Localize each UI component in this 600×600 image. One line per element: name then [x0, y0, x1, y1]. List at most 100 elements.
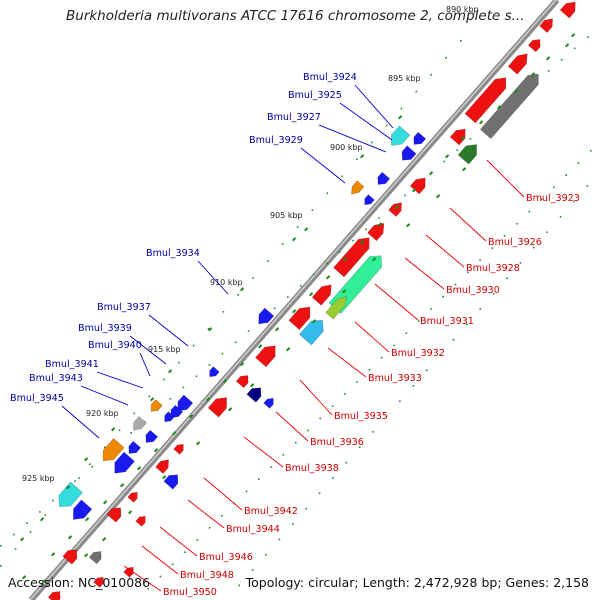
- gene-feature-23[interactable]: [254, 307, 275, 328]
- kbp-marker: 915 kbp: [148, 345, 181, 354]
- gene-feature-14[interactable]: [409, 174, 430, 195]
- gene-feature-46[interactable]: [135, 514, 149, 527]
- tick-mark: [343, 257, 348, 262]
- gene-feature-48[interactable]: [88, 548, 104, 565]
- gene-feature-16[interactable]: [367, 219, 389, 242]
- gene-feature-11[interactable]: [348, 180, 365, 197]
- gene-feature-10[interactable]: [398, 145, 417, 164]
- gene-label-right[interactable]: Bmul_3944: [226, 524, 280, 535]
- gene-label-right[interactable]: Bmul_3936: [310, 437, 364, 448]
- gene-feature-4[interactable]: [464, 73, 511, 124]
- gene-label-right[interactable]: Bmul_3931: [420, 316, 474, 327]
- gene-feature-8[interactable]: [386, 125, 411, 150]
- tick-mark: [412, 188, 417, 193]
- gene-feature-45[interactable]: [106, 504, 125, 523]
- gene-feature-40[interactable]: [155, 456, 173, 474]
- tick-mark: [206, 397, 211, 402]
- gene-label-right[interactable]: Bmul_3926: [488, 237, 542, 248]
- gene-feature-0[interactable]: [559, 0, 580, 19]
- gene-label-left[interactable]: Bmul_3927: [267, 112, 321, 123]
- gene-label-right[interactable]: Bmul_3935: [334, 411, 388, 422]
- gene-feature-9[interactable]: [410, 131, 427, 148]
- gene-label-right[interactable]: Bmul_3933: [368, 373, 422, 384]
- gene-feature-43[interactable]: [68, 499, 93, 524]
- gene-feature-2[interactable]: [527, 36, 543, 53]
- gene-label-right[interactable]: Bmul_3932: [391, 348, 445, 359]
- gene-label-left[interactable]: Bmul_3925: [288, 90, 342, 101]
- gene-feature-35[interactable]: [142, 429, 159, 446]
- gene-label-left[interactable]: Bmul_3937: [97, 302, 151, 313]
- gene-label-left[interactable]: Bmul_3945: [10, 393, 64, 404]
- gene-feature-34[interactable]: [130, 416, 147, 433]
- gene-feature-19[interactable]: [288, 302, 315, 331]
- tick-mark: [111, 427, 116, 432]
- tick-mark: [223, 379, 228, 384]
- gene-feature-12[interactable]: [374, 171, 391, 188]
- gene-label-right[interactable]: Bmul_3950: [163, 587, 217, 598]
- kbp-marker: 890 kbp: [446, 5, 479, 14]
- gene-label-left[interactable]: Bmul_3929: [249, 135, 303, 146]
- tick-mark: [150, 397, 155, 402]
- gene-feature-5[interactable]: [449, 125, 470, 146]
- gene-feature-3[interactable]: [507, 50, 532, 75]
- leader-line: [449, 207, 487, 242]
- gene-feature-38[interactable]: [125, 440, 142, 457]
- gene-label-right[interactable]: Bmul_3946: [199, 552, 253, 563]
- gene-feature-41[interactable]: [163, 471, 182, 490]
- gene-label-right[interactable]: Bmul_3938: [285, 463, 339, 474]
- gene-feature-27[interactable]: [207, 393, 232, 418]
- tick-mark: [565, 43, 570, 48]
- gene-feature-42[interactable]: [53, 481, 84, 512]
- tick-mark: [102, 537, 107, 542]
- gene-feature-17[interactable]: [333, 233, 375, 278]
- leader-line: [300, 147, 346, 184]
- gene-feature-18[interactable]: [311, 281, 336, 306]
- gene-label-left[interactable]: Bmul_3943: [29, 373, 83, 384]
- gene-feature-28[interactable]: [246, 384, 265, 403]
- tick-mark: [514, 89, 519, 94]
- gene-label-left[interactable]: Bmul_3940: [88, 340, 142, 351]
- gene-feature-39[interactable]: [173, 442, 187, 455]
- gene-feature-51[interactable]: [47, 588, 63, 600]
- leader-line: [339, 102, 393, 141]
- gene-feature-47[interactable]: [62, 546, 81, 565]
- gene-feature-13[interactable]: [362, 194, 375, 208]
- gene-feature-30[interactable]: [173, 394, 194, 415]
- gene-label-right[interactable]: Bmul_3948: [180, 570, 234, 581]
- gene-label-right[interactable]: Bmul_3923: [526, 193, 580, 204]
- gene-feature-36[interactable]: [98, 437, 125, 465]
- gene-label-right[interactable]: Bmul_3942: [244, 506, 298, 517]
- tick-mark: [83, 553, 89, 558]
- tick-mark: [119, 483, 125, 488]
- gene-feature-21[interactable]: [325, 293, 351, 320]
- kbp-marker: 910 kbp: [210, 278, 243, 287]
- kbp-marker: 900 kbp: [330, 143, 363, 152]
- gene-feature-44[interactable]: [127, 490, 141, 503]
- leader-line: [96, 371, 144, 389]
- gene-feature-31[interactable]: [167, 404, 184, 421]
- gene-feature-1[interactable]: [539, 15, 557, 33]
- gene-label-left[interactable]: Bmul_3941: [45, 359, 99, 370]
- leader-line: [243, 436, 284, 468]
- gene-feature-22[interactable]: [298, 315, 328, 346]
- leader-line: [203, 477, 243, 511]
- gene-label-right[interactable]: Bmul_3928: [466, 263, 520, 274]
- gene-label-left[interactable]: Bmul_3934: [146, 248, 200, 259]
- gene-feature-24[interactable]: [255, 341, 280, 368]
- gene-feature-25[interactable]: [207, 366, 220, 380]
- gene-label-left[interactable]: Bmul_3924: [303, 72, 357, 83]
- leader-line: [486, 159, 525, 198]
- gene-feature-37[interactable]: [109, 451, 135, 478]
- gene-feature-33[interactable]: [148, 399, 163, 415]
- gene-label-right[interactable]: Bmul_3930: [446, 285, 500, 296]
- leader-line: [61, 405, 100, 439]
- gene-feature-32[interactable]: [162, 411, 175, 425]
- gene-feature-50[interactable]: [93, 575, 107, 588]
- gene-feature-26[interactable]: [235, 372, 251, 389]
- tick-mark: [444, 154, 450, 159]
- gene-feature-7[interactable]: [457, 140, 482, 165]
- gene-feature-49[interactable]: [123, 565, 137, 578]
- gene-feature-6[interactable]: [479, 69, 543, 140]
- gene-feature-29[interactable]: [263, 396, 277, 409]
- gene-label-left[interactable]: Bmul_3939: [78, 323, 132, 334]
